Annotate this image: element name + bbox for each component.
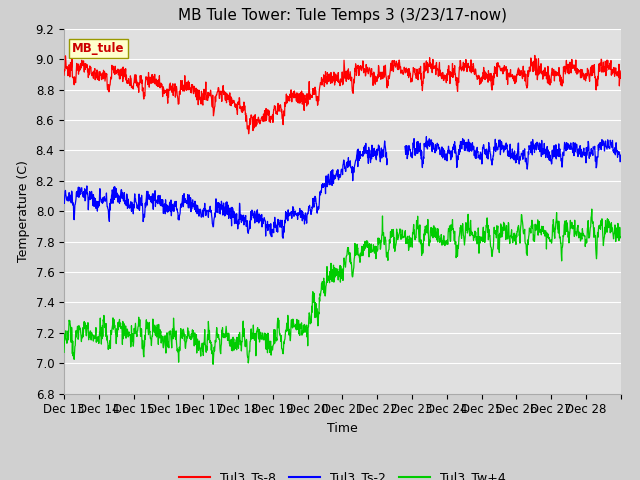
X-axis label: Time: Time: [327, 422, 358, 435]
Y-axis label: Temperature (C): Temperature (C): [17, 160, 30, 262]
Text: MB_tule: MB_tule: [72, 42, 125, 55]
Title: MB Tule Tower: Tule Temps 3 (3/23/17-now): MB Tule Tower: Tule Temps 3 (3/23/17-now…: [178, 9, 507, 24]
Legend: Tul3_Ts-8, Tul3_Ts-2, Tul3_Tw+4: Tul3_Ts-8, Tul3_Ts-2, Tul3_Tw+4: [174, 467, 511, 480]
